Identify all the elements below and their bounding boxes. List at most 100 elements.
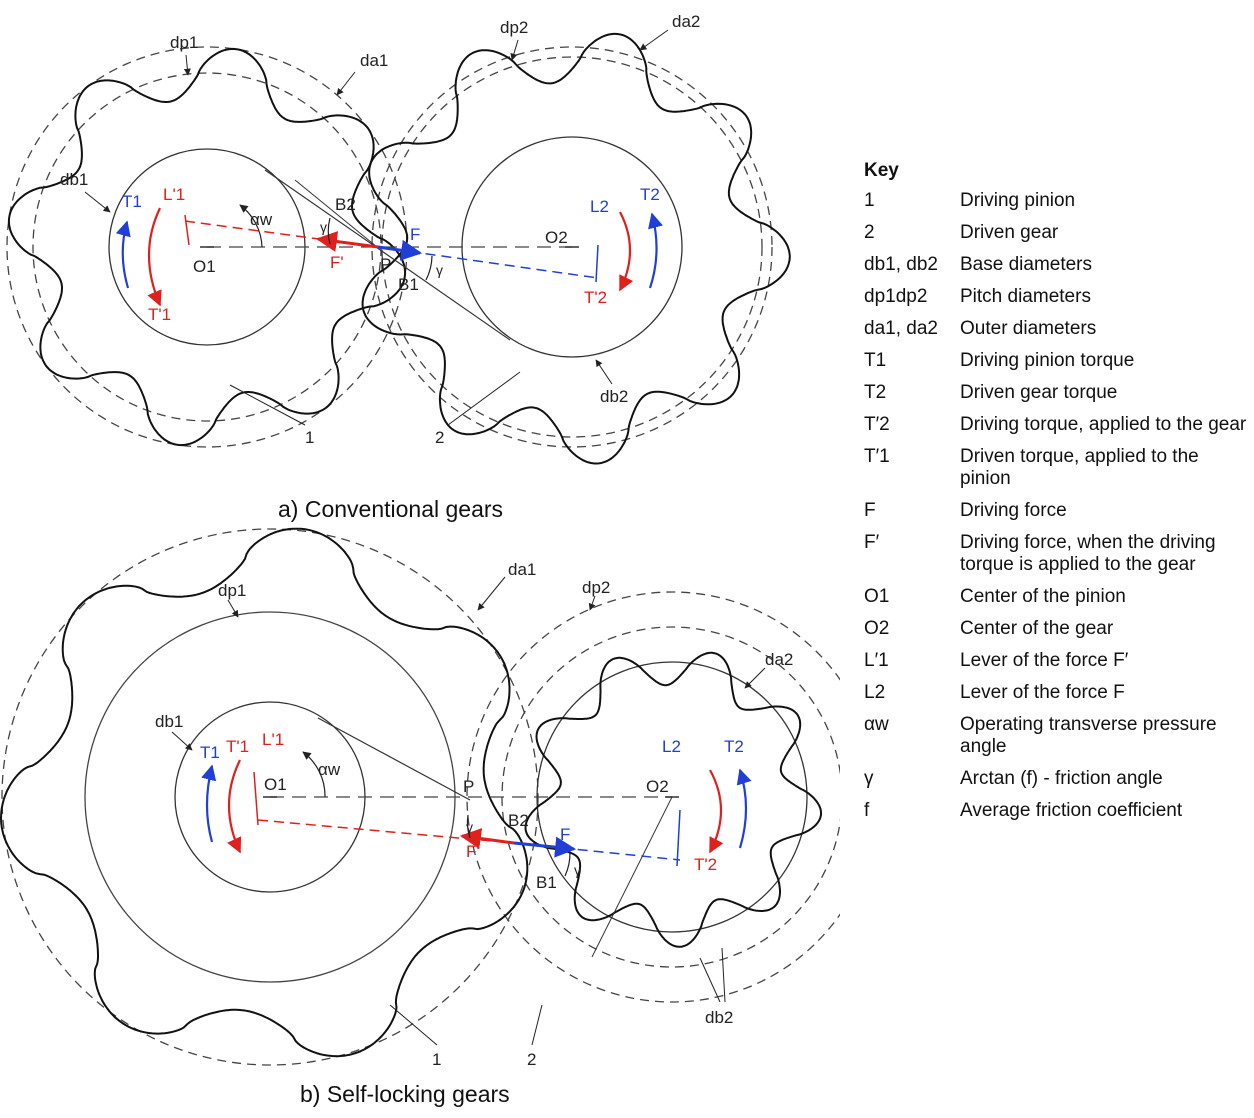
key-row: T2 Driven gear torque xyxy=(864,382,1249,404)
b-label-db2: db2 xyxy=(705,1008,733,1027)
key-row: F Driving force xyxy=(864,500,1249,522)
key-row: da1, da2 Outer diameters xyxy=(864,318,1249,340)
b-label-dp2: dp2 xyxy=(582,578,610,597)
b-label-t2: T2 xyxy=(724,737,744,756)
b-leader-da2 xyxy=(744,667,766,689)
key-symbol: O2 xyxy=(864,618,890,639)
key-symbol: T′2 xyxy=(864,414,890,435)
a-caption: a) Conventional gears xyxy=(278,496,503,522)
b-leader-db2-a xyxy=(699,957,721,1003)
b-red-dashed-line xyxy=(257,819,515,844)
key-row: f Average friction coefficient xyxy=(864,800,1249,822)
a-label-2: 2 xyxy=(435,428,444,447)
b-label-p: P xyxy=(463,777,474,796)
key-symbol: dp1dp2 xyxy=(864,286,928,307)
key-description: Arctan (f) - friction angle xyxy=(960,768,1163,789)
key-symbol: F xyxy=(864,500,876,521)
b-label-t1: T1 xyxy=(200,743,220,762)
a-label-p: P xyxy=(380,255,391,274)
b-leader-db1 xyxy=(171,731,193,751)
a-label-fp: F' xyxy=(330,253,344,272)
key-symbol: T′1 xyxy=(864,446,890,467)
key-title: Key xyxy=(864,160,899,181)
a-label-b2: B2 xyxy=(335,195,356,214)
b-lp1-lever xyxy=(253,771,259,826)
gear-diagram: dp1 da1 db1 dp2 da2 db2 O1 O2 P B1 B2 αw… xyxy=(0,12,840,1107)
key-description: Driving force, when the driving torque i… xyxy=(960,532,1216,575)
key-description: Lever of the force F′ xyxy=(960,650,1129,671)
a-label-gamma2: γ xyxy=(436,262,443,278)
key-rows: 1 Driving pinion 2 Driven gear db1, db2 Base … xyxy=(864,190,1249,822)
a-lp1-lever xyxy=(184,214,190,246)
b-leader-2 xyxy=(531,1004,543,1046)
key-description: Average friction coefficient xyxy=(960,800,1183,821)
a-label-tp1: T'1 xyxy=(148,305,171,324)
a-tp2-arrow xyxy=(619,211,634,292)
b-label-alpha: αw xyxy=(318,760,341,779)
b-blue-dashed-line xyxy=(513,842,681,861)
diagram-b: dp1 da1 db1 dp2 da2 db2 O1 O2 P B1 B2 αw… xyxy=(0,527,840,1107)
b-label-2: 2 xyxy=(527,1050,536,1069)
b-label-gamma2: γ xyxy=(574,862,581,878)
b-label-tp2: T'2 xyxy=(694,855,717,874)
key-row: T′2 Driving torque, applied to the gear xyxy=(864,414,1249,436)
a-label-db1: db1 xyxy=(60,170,88,189)
a-label-dp1: dp1 xyxy=(170,33,198,52)
b-leader-dp1 xyxy=(227,599,239,618)
a-label-1: 1 xyxy=(305,428,314,447)
key-row: 1 Driving pinion xyxy=(864,190,1249,212)
a-t1-arrow xyxy=(115,220,131,289)
key-symbol: γ xyxy=(864,768,874,789)
key-row: αw Operating transverse pressure angle xyxy=(864,714,1249,758)
a-leader-2 xyxy=(447,371,521,426)
a-label-t1: T1 xyxy=(122,192,142,211)
b-label-fp: F' xyxy=(466,842,480,861)
key-symbol: T1 xyxy=(864,350,887,371)
b-leader-dp2 xyxy=(588,595,596,611)
a-label-gamma: γ xyxy=(320,219,327,235)
a-leader-dp1 xyxy=(183,54,191,76)
key-description: Pitch diameters xyxy=(960,286,1091,307)
a-pinion-outline xyxy=(7,47,407,447)
a-label-lp1: L'1 xyxy=(163,185,185,204)
b-l2-lever xyxy=(676,809,681,867)
b-action-line xyxy=(317,717,471,801)
key-description: Lever of the force F xyxy=(960,682,1125,703)
b-t2-arrow xyxy=(736,768,752,849)
a-leader-da2 xyxy=(639,29,669,51)
a-dp2-circle xyxy=(381,56,763,438)
key-symbol: db1, db2 xyxy=(864,254,938,275)
b-f-arrow xyxy=(513,836,577,858)
b-gamma-arc xyxy=(466,814,471,839)
b-label-f: F xyxy=(560,825,570,844)
key-symbol: 1 xyxy=(864,190,875,211)
key-row: γ Arctan (f) - friction angle xyxy=(864,768,1249,790)
key-symbol: L2 xyxy=(864,682,886,703)
key-symbol: L′1 xyxy=(864,650,889,671)
b-label-da1: da1 xyxy=(508,560,536,579)
key-description: Driving pinion xyxy=(960,190,1076,211)
key-description: Operating transverse pressure angle xyxy=(960,714,1217,757)
a-label-b1: B1 xyxy=(398,275,419,294)
a-l2-lever xyxy=(595,244,599,283)
a-leader-db2 xyxy=(595,359,613,385)
a-label-o1: O1 xyxy=(193,257,216,276)
key-description: Center of the pinion xyxy=(960,586,1126,607)
b-fprime-arrow xyxy=(459,828,515,849)
key-description: Driving pinion torque xyxy=(960,350,1135,371)
b-caption: b) Self-locking gears xyxy=(300,1081,510,1107)
a-gamma2-arc xyxy=(425,255,433,281)
a-label-o2: O2 xyxy=(545,228,568,247)
a-label-db2: db2 xyxy=(600,387,628,406)
key-description: Driving torque, applied to the gear xyxy=(960,414,1247,435)
b-label-o1: O1 xyxy=(264,775,287,794)
key-description: Center of the gear xyxy=(960,618,1114,639)
b-leader-1 xyxy=(389,1004,438,1046)
key-row: F′ Driving force, when the driving torque… xyxy=(864,532,1249,576)
a-fprime-arrow xyxy=(315,231,379,252)
b-label-gamma: γ xyxy=(466,819,473,835)
b-leader-da1 xyxy=(477,576,506,611)
b-pinion-outline xyxy=(0,527,529,1058)
key-description: Outer diameters xyxy=(960,318,1097,339)
a-leader-db1 xyxy=(84,191,111,213)
